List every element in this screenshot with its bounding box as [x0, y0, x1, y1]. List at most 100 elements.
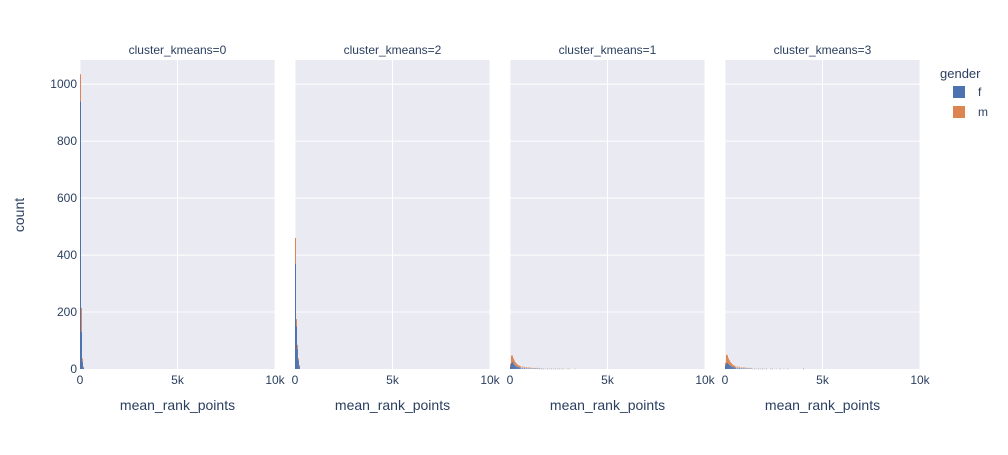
- histogram-bar-m[interactable]: [531, 367, 533, 369]
- histogram-bar-f[interactable]: [295, 326, 297, 369]
- histogram-bar-m[interactable]: [533, 367, 535, 369]
- histogram-bar-f[interactable]: [295, 263, 296, 369]
- histogram-bar-m[interactable]: [756, 368, 758, 370]
- histogram-bar-m[interactable]: [775, 368, 777, 370]
- histogram-bar-m[interactable]: [535, 367, 537, 369]
- histogram-bar-f[interactable]: [733, 367, 735, 369]
- histogram-bar-f[interactable]: [730, 366, 732, 369]
- histogram-bar-f[interactable]: [541, 368, 543, 370]
- histogram-bar-f[interactable]: [787, 368, 789, 370]
- histogram-bar-m[interactable]: [752, 368, 754, 370]
- histogram-bar-f[interactable]: [748, 368, 750, 369]
- histogram-bar-f[interactable]: [516, 366, 518, 369]
- legend-item-f[interactable]: f: [953, 85, 982, 99]
- histogram-bar-f[interactable]: [725, 363, 727, 369]
- histogram-bar-f[interactable]: [554, 368, 556, 370]
- histogram-bar-m[interactable]: [80, 307, 82, 332]
- histogram-bar-m[interactable]: [519, 366, 521, 368]
- histogram-bar-f[interactable]: [727, 363, 729, 369]
- histogram-bar-m[interactable]: [764, 368, 765, 370]
- histogram-bar-f[interactable]: [758, 368, 760, 370]
- histogram-bar-f[interactable]: [82, 367, 84, 369]
- histogram-bar-f[interactable]: [80, 331, 82, 369]
- histogram-bar-m[interactable]: [742, 367, 744, 369]
- histogram-bar-f[interactable]: [729, 365, 731, 369]
- histogram-bar-f[interactable]: [298, 366, 300, 369]
- histogram-bar-m[interactable]: [725, 362, 726, 366]
- histogram-bar-m[interactable]: [527, 367, 529, 369]
- histogram-bar-m[interactable]: [556, 368, 558, 370]
- histogram-bar-f[interactable]: [740, 368, 742, 369]
- histogram-bar-m[interactable]: [514, 362, 516, 366]
- histogram-bar-f[interactable]: [803, 368, 804, 370]
- histogram-bar-m[interactable]: [560, 368, 562, 370]
- histogram-bar-f[interactable]: [558, 368, 560, 370]
- histogram-bar-f[interactable]: [511, 361, 513, 369]
- histogram-bar-f[interactable]: [515, 366, 517, 369]
- histogram-bar-m[interactable]: [731, 364, 733, 367]
- histogram-bar-m[interactable]: [734, 366, 736, 368]
- histogram-bar-f[interactable]: [537, 368, 539, 369]
- histogram-bar-m[interactable]: [744, 367, 746, 369]
- histogram-bar-m[interactable]: [295, 319, 297, 327]
- histogram-bar-f[interactable]: [562, 368, 564, 370]
- histogram-bar-m[interactable]: [549, 368, 550, 370]
- histogram-bar-m[interactable]: [510, 363, 511, 367]
- histogram-bar-f[interactable]: [742, 368, 744, 369]
- histogram-bar-f[interactable]: [510, 362, 512, 369]
- histogram-bar-m[interactable]: [537, 367, 539, 369]
- histogram-bar-m[interactable]: [515, 363, 517, 367]
- histogram-bar-f[interactable]: [296, 349, 298, 369]
- histogram-bar-m[interactable]: [750, 367, 752, 369]
- histogram-bar-m[interactable]: [525, 367, 527, 369]
- histogram-bar-m[interactable]: [732, 365, 734, 368]
- histogram-bar-m[interactable]: [81, 358, 83, 362]
- histogram-bar-m[interactable]: [733, 365, 735, 368]
- histogram-bar-m[interactable]: [552, 368, 554, 370]
- histogram-bar-f[interactable]: [779, 368, 781, 370]
- histogram-bar-m[interactable]: [574, 368, 576, 370]
- histogram-bar-f[interactable]: [81, 361, 83, 369]
- histogram-bar-f[interactable]: [529, 368, 531, 369]
- histogram-bar-f[interactable]: [771, 368, 773, 370]
- histogram-bar-f[interactable]: [513, 364, 515, 369]
- histogram-bar-m[interactable]: [295, 237, 296, 264]
- histogram-bar-f[interactable]: [732, 367, 734, 369]
- histogram-bar-f[interactable]: [762, 368, 764, 370]
- histogram-bar-m[interactable]: [518, 365, 520, 368]
- histogram-bar-m[interactable]: [545, 368, 547, 370]
- histogram-bar-m[interactable]: [298, 365, 300, 367]
- histogram-bar-f[interactable]: [527, 368, 529, 369]
- histogram-bar-m[interactable]: [748, 367, 750, 369]
- histogram-bar-f[interactable]: [521, 367, 523, 369]
- histogram-bar-m[interactable]: [516, 364, 518, 367]
- histogram-bar-f[interactable]: [531, 368, 533, 369]
- histogram-bar-f[interactable]: [297, 360, 299, 369]
- histogram-bar-f[interactable]: [746, 368, 748, 369]
- histogram-bar-f[interactable]: [535, 368, 537, 369]
- histogram-bar-m[interactable]: [783, 368, 785, 370]
- histogram-bar-f[interactable]: [547, 368, 549, 370]
- histogram-bar-m[interactable]: [740, 367, 742, 369]
- histogram-bar-m[interactable]: [728, 360, 730, 365]
- histogram-bar-m[interactable]: [513, 360, 515, 365]
- histogram-bar-m[interactable]: [296, 344, 298, 350]
- histogram-bar-m[interactable]: [523, 366, 525, 368]
- histogram-bar-m[interactable]: [727, 358, 729, 364]
- histogram-bar-m[interactable]: [736, 366, 738, 368]
- histogram-bar-f[interactable]: [510, 366, 511, 369]
- histogram-bar-m[interactable]: [726, 355, 728, 363]
- histogram-bar-m[interactable]: [80, 74, 81, 102]
- histogram-bar-f[interactable]: [754, 368, 756, 370]
- histogram-bar-f[interactable]: [725, 365, 726, 369]
- histogram-bar-m[interactable]: [512, 358, 514, 364]
- histogram-bar-f[interactable]: [750, 368, 752, 369]
- histogram-bar-m[interactable]: [738, 366, 740, 368]
- histogram-bar-f[interactable]: [512, 363, 514, 369]
- histogram-bar-f[interactable]: [550, 368, 552, 370]
- histogram-bar-f[interactable]: [518, 367, 520, 369]
- histogram-bar-m[interactable]: [566, 368, 568, 370]
- histogram-bar-f[interactable]: [726, 362, 728, 369]
- histogram-bar-f[interactable]: [543, 368, 545, 370]
- histogram-bar-f[interactable]: [738, 367, 740, 369]
